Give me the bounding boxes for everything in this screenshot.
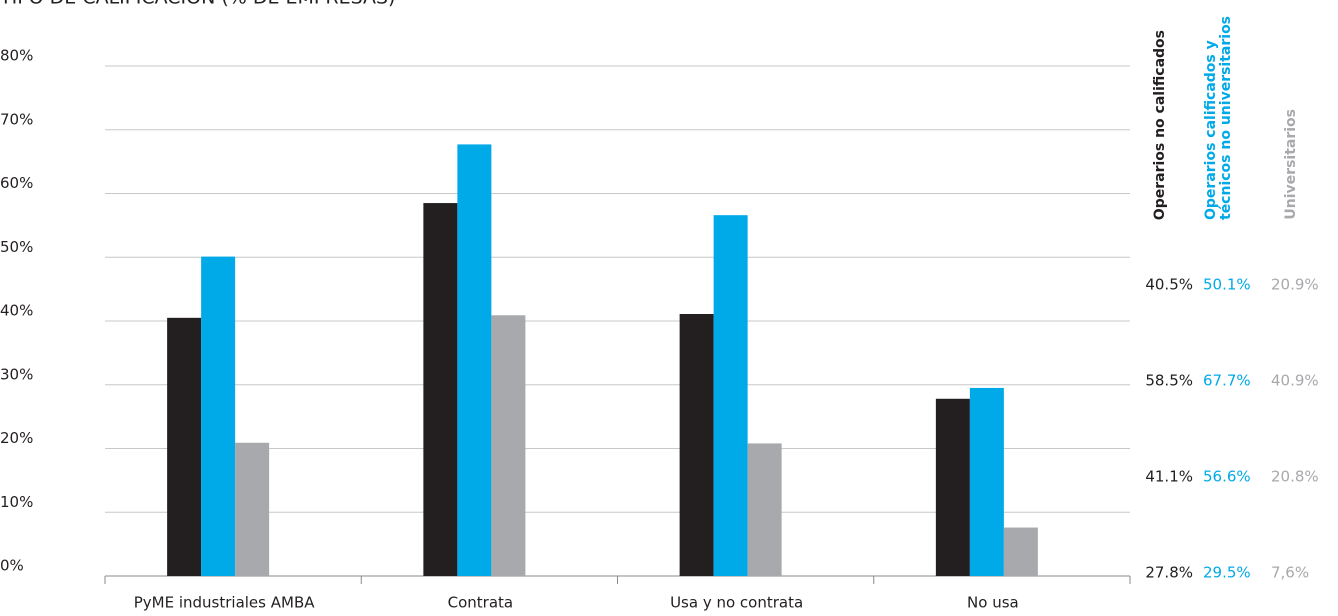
y-tick-label: 10% <box>0 493 33 511</box>
y-tick-label: 50% <box>0 238 33 256</box>
legend-entry: Operarios calificados y técnicos no univ… <box>1203 15 1234 220</box>
x-tick-label: PyME industriales AMBA <box>134 594 316 612</box>
x-tick-label: Contrata <box>448 594 513 612</box>
x-tick-label: No usa <box>967 594 1019 612</box>
value-label: 41.1% <box>1145 468 1193 486</box>
x-tick-label: Usa y no contrata <box>670 594 803 612</box>
value-label: 50.1% <box>1203 276 1251 294</box>
bar <box>457 144 492 576</box>
y-tick-label: 0% <box>0 557 24 575</box>
bar <box>167 317 202 576</box>
bar <box>679 313 714 576</box>
value-label: 56.6% <box>1203 468 1251 486</box>
bar <box>201 256 236 576</box>
bar <box>1003 527 1038 576</box>
y-tick-label: 40% <box>0 302 33 320</box>
value-label: 67.7% <box>1203 372 1251 390</box>
bar <box>235 442 270 576</box>
bar <box>935 398 970 576</box>
y-tick-label: 80% <box>0 47 33 65</box>
bar <box>423 203 458 576</box>
y-tick-label: 20% <box>0 429 33 447</box>
legend-entry: Universitarios <box>1283 109 1299 220</box>
bar <box>491 315 526 576</box>
value-label: 29.5% <box>1203 564 1251 582</box>
value-label: 27.8% <box>1145 564 1193 582</box>
bar <box>969 387 1004 576</box>
value-label: 58.5% <box>1145 372 1193 390</box>
value-label: 20.8% <box>1271 468 1319 486</box>
legend-entry: Operarios no calificados <box>1152 29 1168 220</box>
bar <box>713 215 748 577</box>
y-tick-label: 60% <box>0 174 33 192</box>
value-label: 40.9% <box>1271 372 1319 390</box>
value-label: 7,6% <box>1271 564 1309 582</box>
y-tick-label: 70% <box>0 110 33 128</box>
chart-title: TIPO DE CALIFICACIÓN (% DE EMPRESAS) <box>0 0 395 9</box>
value-label: 40.5% <box>1145 276 1193 294</box>
bar <box>747 443 782 576</box>
value-label: 20.9% <box>1271 276 1319 294</box>
y-tick-label: 30% <box>0 365 33 383</box>
